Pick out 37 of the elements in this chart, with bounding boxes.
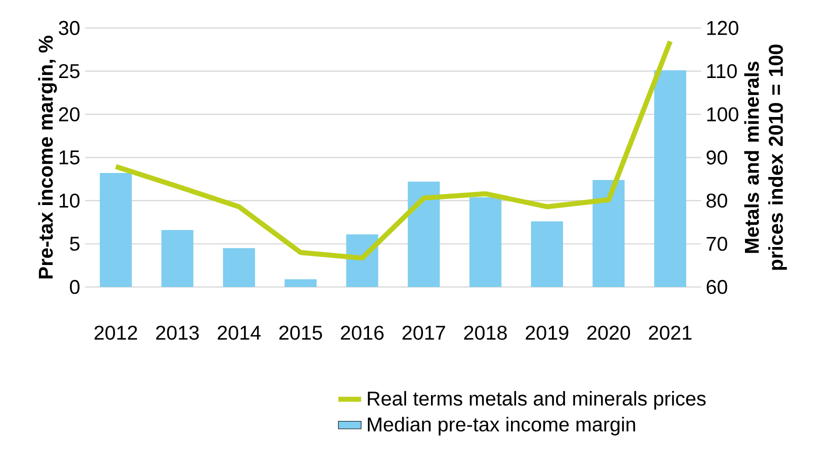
y2-tick-label: 100 <box>707 107 738 122</box>
bar <box>284 279 317 287</box>
x-tick-label: 2020 <box>587 326 630 340</box>
y-axis-title: Pre-tax income margin, % <box>38 36 57 278</box>
y2-tick-label: 120 <box>707 20 738 36</box>
bar <box>531 221 564 287</box>
x-tick-label: 2021 <box>648 326 692 340</box>
legend-label: Median pre-tax income margin <box>368 416 636 436</box>
y-tick-label: 0 <box>70 280 80 294</box>
bar <box>100 173 132 287</box>
x-tick-label: 2018 <box>464 326 507 340</box>
x-tick-label: 2016 <box>340 326 384 340</box>
y2-axis-title: Metals and minerals prices index 2010 = 100 <box>744 44 787 270</box>
x-tick-label: 2015 <box>279 326 322 340</box>
x-tick-label: 2013 <box>156 326 199 340</box>
legend-label: Real terms metals and minerals prices <box>368 391 706 410</box>
y-tick-label: 30 <box>58 20 80 36</box>
y2-tick-label: 90 <box>706 150 728 165</box>
y-tick-label: 25 <box>59 64 80 78</box>
bar <box>408 182 440 287</box>
y2-tick-label: 110 <box>707 64 737 78</box>
bar <box>654 70 686 287</box>
y-tick-label: 20 <box>59 107 80 122</box>
x-tick-label: 2017 <box>402 326 446 340</box>
x-tick-label: 2019 <box>526 326 568 340</box>
x-tick-label: 2014 <box>218 326 261 340</box>
bar <box>223 248 256 287</box>
y2-tick-label: 60 <box>706 280 728 294</box>
bar <box>469 197 502 287</box>
y2-tick-label: 80 <box>706 194 728 208</box>
y-tick-label: 5 <box>70 236 80 251</box>
x-tick-label: 2012 <box>94 326 138 340</box>
y-tick-label: 10 <box>60 194 80 208</box>
bar <box>161 230 194 287</box>
y2-tick-label: 70 <box>706 236 728 251</box>
bar <box>592 180 625 287</box>
y-tick-label: 15 <box>60 150 80 164</box>
